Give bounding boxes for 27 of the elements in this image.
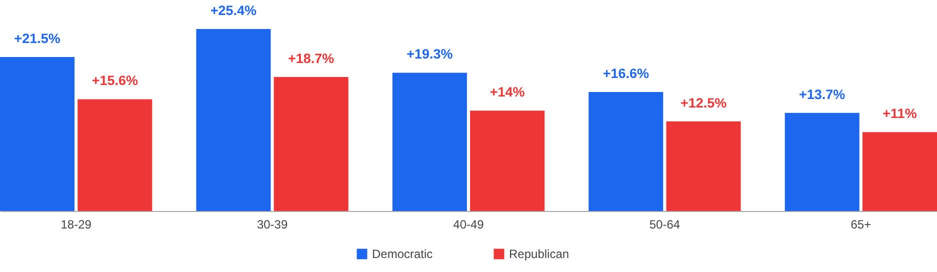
data-label: +25.4% <box>210 3 257 18</box>
data-label: +13.7% <box>799 86 846 102</box>
bar <box>392 72 467 211</box>
x-tick-label: 30-39 <box>256 218 288 232</box>
bar <box>0 56 75 211</box>
bar <box>862 132 937 211</box>
x-tick-label: 65+ <box>850 218 872 232</box>
legend-label: Republican <box>509 247 570 261</box>
data-label: +19.3% <box>406 46 453 62</box>
bar <box>274 77 348 211</box>
data-label: +21.5% <box>14 30 60 46</box>
bar <box>470 110 545 211</box>
bar <box>196 29 271 211</box>
legend-label: Democratic <box>372 247 433 261</box>
bar <box>784 112 860 211</box>
data-label: +11% <box>882 106 917 122</box>
x-tick-label: 40-49 <box>453 218 484 232</box>
bar <box>78 99 152 211</box>
data-label: +16.6% <box>602 66 649 82</box>
x-tick-label: 50-64 <box>649 218 680 232</box>
data-label: +18.7% <box>288 51 334 66</box>
bar <box>588 92 664 211</box>
data-label: +15.6% <box>92 73 138 88</box>
x-tick-label: 18-29 <box>60 218 92 232</box>
data-label: +12.5% <box>680 95 727 110</box>
data-label: +14% <box>490 84 525 100</box>
bar <box>666 121 741 211</box>
